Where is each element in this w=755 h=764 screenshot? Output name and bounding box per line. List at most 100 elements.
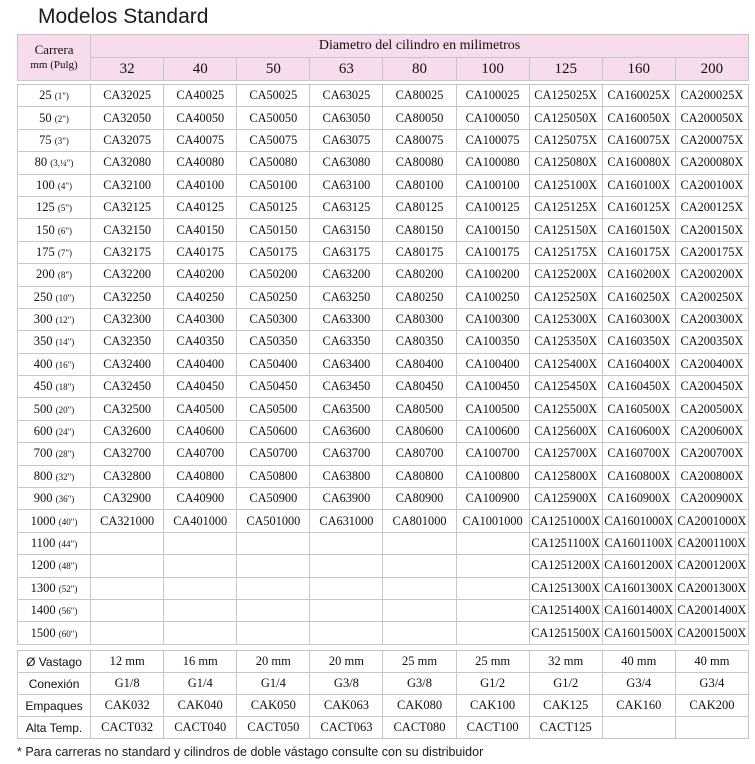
model-code-cell: CA32300 xyxy=(90,307,165,332)
carrera-label: Carrera xyxy=(34,42,74,57)
spec-value-cell: 20 mm xyxy=(309,650,384,673)
table-row: 175 (7") CA32175 CA40175 CA50175 CA63175 CA80… xyxy=(16,240,750,265)
table-row: 150 (6") CA32150 CA40150 CA50150 CA63150 CA80… xyxy=(16,218,750,242)
table-row: 125 (5") CA32125 CA40125 CA50125 CA63125 CA80… xyxy=(16,195,750,220)
model-code-cell xyxy=(382,598,457,623)
model-code-cell: CA32700 xyxy=(90,442,165,466)
stroke-cell: 75 (3") xyxy=(16,128,92,153)
table-row: 450 (18") CA32450 CA40450 CA50450 CA63450 CA8… xyxy=(16,375,750,399)
stroke-cell: 100 (4") xyxy=(16,173,92,197)
table-row: 1300 (52") CA1251300X CA1601300X CA2001300X xyxy=(16,576,750,600)
model-code-cell: CA50700 xyxy=(236,442,311,466)
stroke-inch: (7") xyxy=(57,247,73,258)
model-code-cell: CA80700 xyxy=(382,442,457,466)
model-code-cell: CA100125 xyxy=(455,195,530,220)
model-code-cell: CA200175X xyxy=(674,240,750,265)
model-code-cell: CA32125 xyxy=(90,195,165,220)
stroke-cell: 900 (36") xyxy=(16,487,92,511)
model-code-cell xyxy=(382,554,457,578)
model-code-cell xyxy=(90,598,165,623)
spec-value-cell: CAK080 xyxy=(382,694,457,717)
diameter-cell: 200 xyxy=(674,57,750,81)
model-code-cell: CA125250X xyxy=(528,285,603,309)
model-code-cell: CA32400 xyxy=(90,352,165,377)
model-code-cell: CA2001200X xyxy=(674,554,750,578)
spec-value-cell: CACT125 xyxy=(528,716,603,739)
stroke-mm: 900 xyxy=(33,491,53,506)
model-code-cell: CA2001000X xyxy=(674,509,750,533)
model-code-cell: CA50800 xyxy=(236,464,311,489)
model-code-cell: CA1251000X xyxy=(528,509,603,533)
table-row: 400 (16") CA32400 CA40400 CA50400 CA63400 CA8… xyxy=(16,352,750,377)
stroke-inch: (56") xyxy=(58,606,78,617)
table-row: 350 (14") CA32350 CA40350 CA50350 CA63350 CA8… xyxy=(16,330,750,354)
model-code-cell: CA63075 xyxy=(309,128,384,153)
model-code-cell: CA100050 xyxy=(455,106,530,130)
model-code-cell: CA160100X xyxy=(601,173,676,197)
stroke-cell: 50 (2") xyxy=(16,106,92,130)
model-code-cell: CA2001300X xyxy=(674,576,750,600)
model-code-cell: CA50600 xyxy=(236,419,311,444)
stroke-cell: 350 (14") xyxy=(16,330,92,354)
model-code-cell: CA1251400X xyxy=(528,598,603,623)
model-code-cell: CA50500 xyxy=(236,397,311,421)
spec-value-cell: CAK063 xyxy=(309,694,384,717)
model-code-cell: CA63300 xyxy=(309,307,384,332)
stroke-inch: (16") xyxy=(55,359,75,370)
model-code-cell: CA200350X xyxy=(674,330,750,354)
table-row: 700 (28") CA32700 CA40700 CA50700 CA63700 CA8… xyxy=(16,442,750,466)
model-code-cell: CA1251300X xyxy=(528,576,603,600)
model-code-cell: CA100400 xyxy=(455,352,530,377)
model-code-cell: CA125075X xyxy=(528,128,603,153)
stroke-cell: 600 (24") xyxy=(16,419,92,444)
model-code-cell: CA200450X xyxy=(674,375,750,399)
spec-value-cell xyxy=(601,716,676,739)
stroke-mm: 500 xyxy=(33,401,53,416)
model-code-cell: CA160700X xyxy=(601,442,676,466)
model-code-cell: CA80100 xyxy=(382,173,457,197)
model-code-cell: CA200125X xyxy=(674,195,750,220)
stroke-inch: (18") xyxy=(55,382,75,393)
model-code-cell: CA32075 xyxy=(90,128,165,153)
spec-value-cell: G1/4 xyxy=(163,672,238,695)
table-body: 25 (1") CA32025 CA40025 CA50025 CA63025 CA800… xyxy=(16,80,750,645)
model-code-cell: CA200080X xyxy=(674,151,750,175)
model-code-cell: CA63250 xyxy=(309,285,384,309)
model-code-cell: CA125900X xyxy=(528,487,603,511)
model-code-cell: CA160150X xyxy=(601,218,676,242)
model-code-cell: CA40100 xyxy=(163,173,238,197)
model-code-cell: CA160400X xyxy=(601,352,676,377)
specs-table: Ø Vastago 12 mm 16 mm 20 mm 20 mm 25 mm 25 mm 3… xyxy=(16,650,750,739)
stroke-cell: 80 (3,¼") xyxy=(16,151,92,175)
model-code-cell: CA50175 xyxy=(236,240,311,265)
model-code-cell: CA125080X xyxy=(528,151,603,175)
model-code-cell: CA125800X xyxy=(528,464,603,489)
model-code-cell: CA32500 xyxy=(90,397,165,421)
stroke-mm: 25 xyxy=(39,88,52,103)
model-code-cell: CA63800 xyxy=(309,464,384,489)
model-code-cell xyxy=(309,598,384,623)
stroke-inch: (44") xyxy=(58,539,78,549)
model-code-cell: CA50350 xyxy=(236,330,311,354)
stroke-cell: 500 (20") xyxy=(16,397,92,421)
spec-value-cell: 12 mm xyxy=(90,650,165,673)
stroke-mm: 300 xyxy=(33,312,53,327)
model-code-cell: CA1251500X xyxy=(528,621,603,645)
model-code-cell: CA125450X xyxy=(528,375,603,399)
table-row: 1200 (48") CA1251200X CA1601200X CA2001200X xyxy=(16,554,750,578)
model-code-cell: CA1251200X xyxy=(528,554,603,578)
diameter-cell: 160 xyxy=(601,57,676,81)
spec-value-cell: CACT050 xyxy=(236,716,311,739)
units-label: mm (Pulg) xyxy=(30,59,78,71)
model-code-cell: CA63080 xyxy=(309,151,384,175)
diameter-cell: 125 xyxy=(528,57,603,81)
model-code-cell: CA100500 xyxy=(455,397,530,421)
stroke-cell: 1500 (60") xyxy=(16,621,92,645)
table-row: 50 (2") CA32050 CA40050 CA50050 CA63050 CA800… xyxy=(16,106,750,130)
diameter-header: Diametro del cilindro en milimetros xyxy=(90,34,749,58)
table-row: 200 (8") CA32200 CA40200 CA50200 CA63200 CA80… xyxy=(16,263,750,287)
stroke-inch: (2") xyxy=(54,113,69,124)
model-code-cell: CA1601200X xyxy=(601,554,676,578)
stroke-cell: 1200 (48") xyxy=(16,554,92,578)
model-code-cell xyxy=(455,554,530,578)
